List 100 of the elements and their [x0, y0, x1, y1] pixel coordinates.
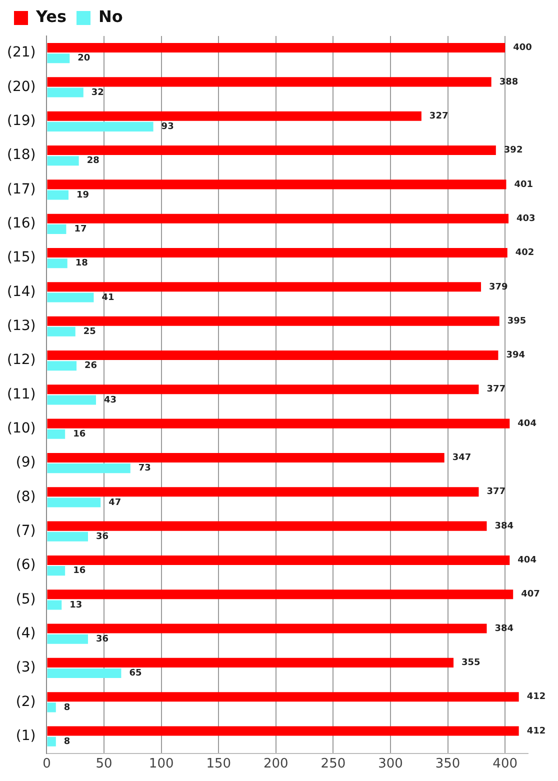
data-label: 395 — [507, 316, 526, 326]
data-label: 377 — [486, 384, 506, 395]
bar — [47, 600, 62, 610]
data-label: 41 — [102, 292, 114, 303]
data-label: 36 — [96, 634, 109, 644]
y-tick-label: (21) — [6, 44, 36, 61]
data-label: 18 — [75, 258, 88, 269]
y-tick-label: (9) — [16, 454, 36, 471]
y-tick-label: (6) — [16, 557, 36, 574]
y-tick-label: (1) — [16, 728, 36, 744]
bar — [47, 258, 68, 268]
data-label: 412 — [526, 726, 546, 736]
data-label: 384 — [494, 624, 514, 634]
bar — [47, 498, 101, 508]
bar — [47, 248, 508, 258]
bar — [47, 555, 510, 565]
y-tick-label: (7) — [16, 522, 36, 539]
data-label: 8 — [64, 702, 70, 713]
data-label: 400 — [513, 43, 532, 54]
y-tick-label: (19) — [6, 113, 36, 130]
bar — [47, 122, 154, 132]
y-tick-label: (14) — [6, 284, 36, 300]
y-tick-label: (20) — [6, 78, 36, 95]
bar — [47, 736, 56, 746]
data-label: 17 — [74, 224, 87, 235]
y-tick-label: (16) — [6, 216, 36, 232]
bar — [47, 429, 66, 439]
bar — [47, 180, 506, 190]
data-label: 412 — [526, 692, 546, 702]
data-label: 407 — [521, 590, 540, 600]
bar — [47, 464, 130, 474]
y-tick-label: (8) — [16, 488, 36, 505]
bar — [47, 292, 94, 302]
y-tick-label: (17) — [6, 181, 36, 198]
data-label: 32 — [91, 88, 104, 98]
data-label: 379 — [489, 282, 508, 292]
x-tick-label: 350 — [435, 756, 460, 772]
bar — [47, 282, 482, 292]
data-label: 73 — [138, 464, 151, 474]
data-label: 404 — [518, 418, 536, 429]
bar — [47, 43, 506, 53]
data-label: 377 — [486, 487, 506, 498]
data-label: 36 — [96, 532, 109, 542]
x-tick-label: 400 — [492, 756, 518, 772]
y-tick-label: (10) — [6, 420, 36, 437]
bar — [47, 214, 509, 224]
data-label: 394 — [506, 350, 526, 361]
legend-label: Yes — [35, 7, 66, 26]
data-label: 25 — [83, 327, 96, 338]
x-tick-label: 300 — [378, 756, 403, 772]
bar — [47, 634, 88, 644]
data-label: 20 — [78, 54, 90, 64]
bar — [47, 566, 66, 576]
data-label: 47 — [108, 498, 122, 508]
data-label: 43 — [104, 395, 117, 406]
bar — [47, 361, 77, 371]
data-label: 65 — [129, 668, 142, 679]
data-label: 26 — [84, 361, 98, 372]
bar — [47, 395, 96, 405]
data-label: 392 — [504, 146, 523, 156]
bar — [47, 88, 84, 98]
data-label: 401 — [514, 180, 534, 190]
data-label: 13 — [70, 600, 82, 610]
bar — [47, 316, 500, 326]
bar — [47, 726, 519, 736]
data-label: 19 — [76, 190, 90, 200]
data-label: 327 — [429, 111, 448, 122]
data-label: 347 — [452, 453, 472, 464]
y-tick-label: (2) — [16, 694, 36, 710]
y-tick-label: (3) — [16, 660, 36, 676]
data-label: 404 — [518, 556, 536, 566]
data-label: 384 — [494, 521, 514, 532]
x-tick-label: 0 — [42, 756, 51, 772]
bar — [47, 590, 514, 600]
bar — [47, 146, 496, 156]
data-label: 28 — [86, 156, 100, 166]
data-label: 16 — [73, 430, 86, 440]
bar — [47, 350, 498, 360]
x-tick-label: 50 — [96, 756, 112, 772]
data-label: 355 — [462, 658, 480, 668]
bar — [47, 384, 479, 394]
y-tick-label: (4) — [16, 625, 36, 642]
y-tick-label: (5) — [16, 591, 36, 608]
x-tick-label: 100 — [148, 756, 174, 772]
bar — [47, 452, 444, 462]
y-tick-label: (15) — [6, 250, 36, 266]
y-tick-label: (11) — [6, 386, 36, 402]
bar — [47, 77, 492, 87]
bar — [47, 624, 487, 634]
data-label: 8 — [64, 736, 70, 747]
bar — [47, 190, 69, 200]
y-tick-label: (18) — [6, 147, 36, 164]
bar — [47, 326, 76, 336]
data-label: 388 — [499, 77, 518, 88]
bar — [47, 111, 422, 121]
bar — [47, 224, 66, 234]
y-tick-label: (13) — [6, 318, 36, 334]
bar — [47, 692, 519, 702]
legend-label: No — [98, 7, 123, 26]
bar — [47, 658, 454, 668]
